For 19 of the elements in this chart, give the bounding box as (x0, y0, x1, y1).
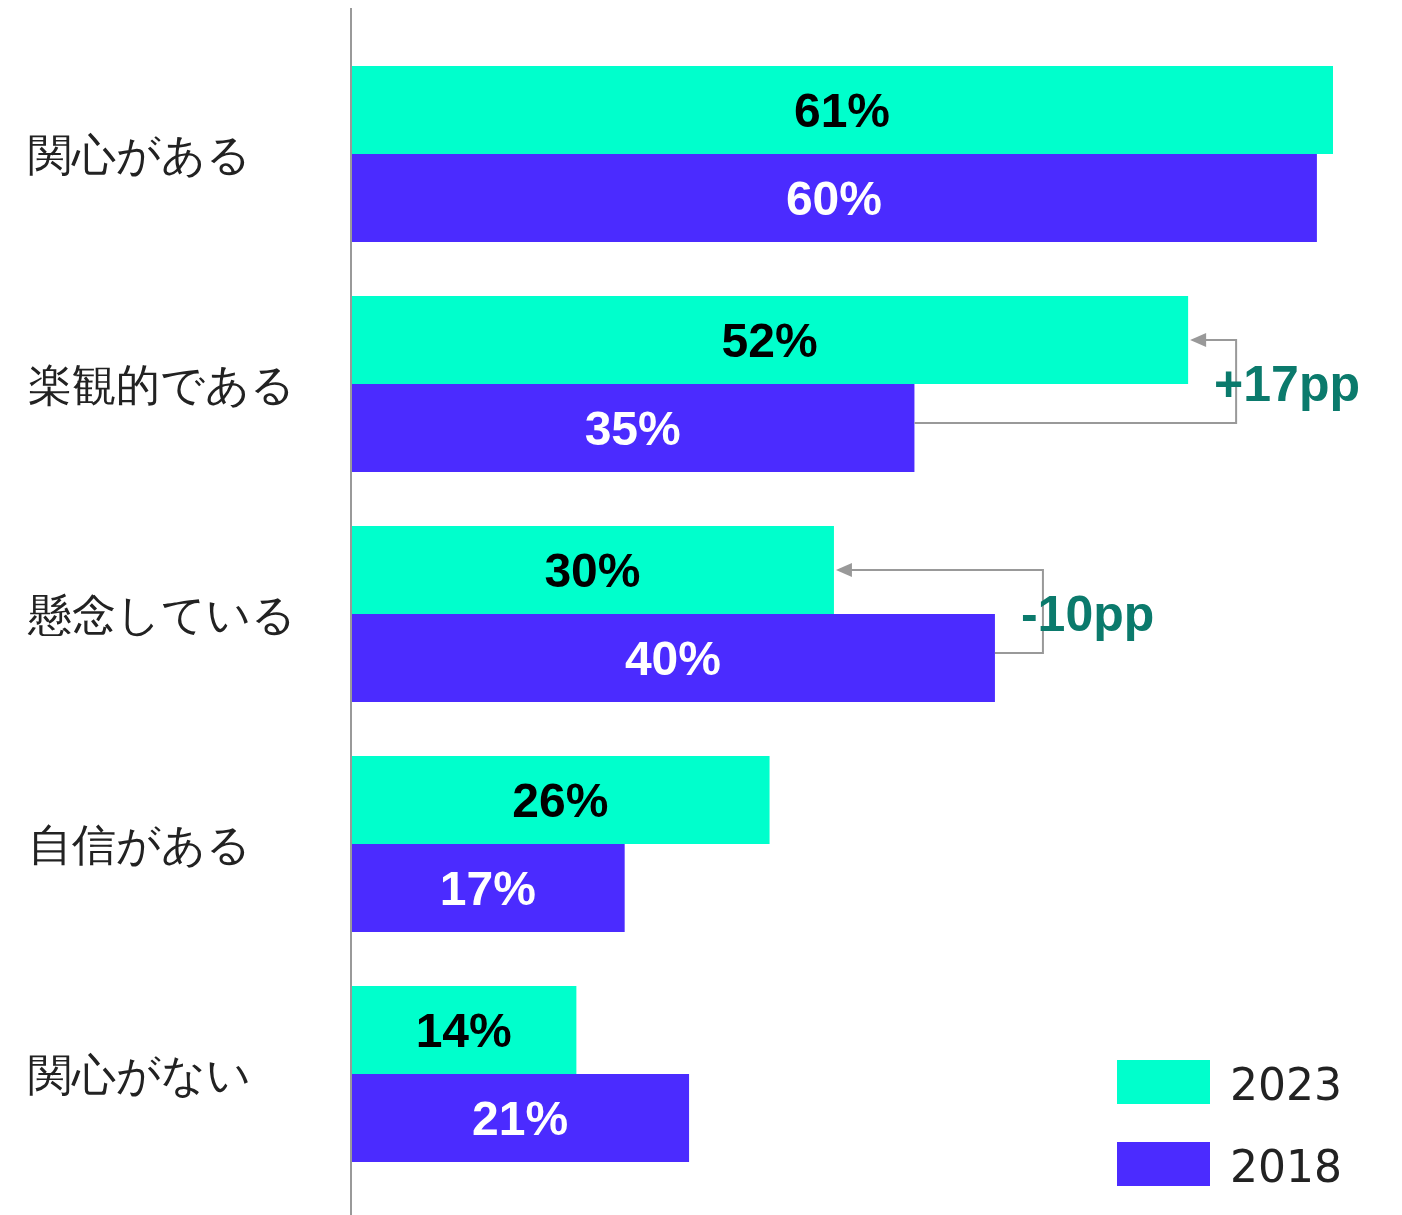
y-tick-label: 関心がある (28, 129, 251, 180)
annotation: +17pp (1214, 356, 1361, 412)
data-label: 14% (415, 1004, 512, 1057)
annotation: -10pp (1020, 586, 1155, 642)
data-label: 30% (544, 544, 641, 597)
data-label: 21% (471, 1092, 569, 1145)
y-tick-label: 関心がない (28, 1049, 251, 1100)
data-label: 17% (439, 862, 536, 915)
y-tick-label: 自信がある (28, 819, 251, 870)
legend-label: 2023 (1230, 1059, 1342, 1110)
data-label: 61% (793, 84, 891, 137)
data-label: 35% (584, 402, 681, 455)
data-label: 26% (512, 774, 609, 827)
y-tick-label: 懸念している (27, 589, 296, 640)
data-label: 52% (721, 314, 818, 367)
y-tick-label: 楽観的である (28, 359, 295, 410)
legend-label: 2018 (1230, 1141, 1342, 1192)
data-label: 60% (785, 172, 882, 225)
data-label: 40% (624, 632, 722, 685)
